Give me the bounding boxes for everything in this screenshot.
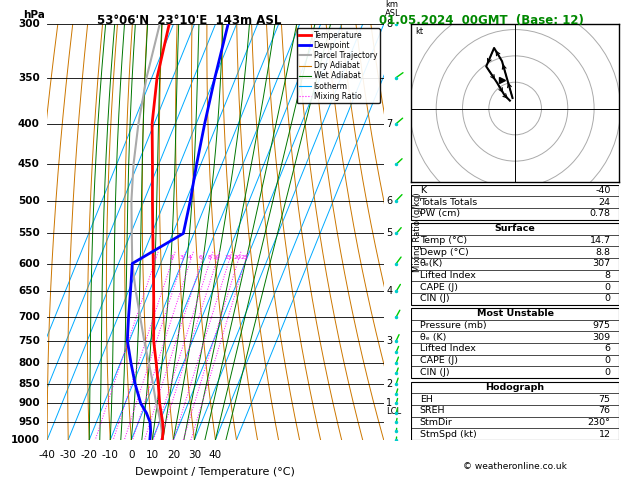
- Text: 800: 800: [18, 358, 40, 368]
- Text: -10: -10: [102, 450, 119, 460]
- Text: θₑ (K): θₑ (K): [420, 333, 446, 342]
- Text: Totals Totals: Totals Totals: [420, 198, 477, 207]
- Text: Lifted Index: Lifted Index: [420, 271, 476, 280]
- Text: 0: 0: [604, 283, 611, 292]
- Text: 8: 8: [207, 255, 211, 260]
- Text: 1: 1: [152, 255, 156, 260]
- Text: Surface: Surface: [495, 225, 535, 233]
- Text: 30: 30: [188, 450, 201, 460]
- Text: CAPE (J): CAPE (J): [420, 283, 458, 292]
- Text: 6: 6: [199, 255, 203, 260]
- Text: CIN (J): CIN (J): [420, 295, 449, 303]
- Text: 4: 4: [187, 255, 191, 260]
- Text: 40: 40: [209, 450, 222, 460]
- Text: 24: 24: [599, 198, 611, 207]
- Bar: [411, 382, 619, 440]
- Text: 0: 0: [128, 450, 135, 460]
- Text: -40: -40: [39, 450, 55, 460]
- Text: 10: 10: [146, 450, 159, 460]
- Text: 12: 12: [599, 430, 611, 438]
- Text: 850: 850: [18, 379, 40, 389]
- Bar: [411, 185, 619, 220]
- Text: 0.78: 0.78: [589, 209, 611, 218]
- Text: 8: 8: [386, 19, 392, 29]
- Text: 10: 10: [212, 255, 220, 260]
- Bar: [411, 308, 619, 378]
- Text: 550: 550: [18, 228, 40, 239]
- Text: -30: -30: [60, 450, 77, 460]
- Text: 1000: 1000: [11, 435, 40, 445]
- Text: 230°: 230°: [587, 418, 611, 427]
- Text: EH: EH: [420, 395, 433, 403]
- Text: 3: 3: [180, 255, 184, 260]
- Text: LCL: LCL: [386, 407, 401, 416]
- Text: 53°06'N  23°10'E  143m ASL: 53°06'N 23°10'E 143m ASL: [96, 14, 281, 27]
- Text: Mixing Ratio (g/kg): Mixing Ratio (g/kg): [413, 192, 422, 272]
- Text: -40: -40: [595, 186, 611, 195]
- Text: km
ASL: km ASL: [386, 0, 401, 18]
- Text: 975: 975: [593, 321, 611, 330]
- Text: 6: 6: [604, 345, 611, 353]
- Bar: [411, 223, 619, 305]
- Text: PW (cm): PW (cm): [420, 209, 460, 218]
- Text: 307: 307: [593, 260, 611, 268]
- Text: 75: 75: [599, 395, 611, 403]
- Text: 950: 950: [18, 417, 40, 427]
- Text: 309: 309: [593, 333, 611, 342]
- Text: Most Unstable: Most Unstable: [477, 310, 554, 318]
- Text: 2: 2: [386, 379, 392, 389]
- Text: 5: 5: [386, 228, 392, 239]
- Text: 7: 7: [386, 119, 392, 129]
- Text: 900: 900: [18, 399, 40, 408]
- Text: 750: 750: [18, 335, 40, 346]
- Text: 4: 4: [386, 286, 392, 296]
- Text: 2: 2: [169, 255, 173, 260]
- Text: θₑ(K): θₑ(K): [420, 260, 443, 268]
- Text: 8.8: 8.8: [596, 248, 611, 257]
- Text: Lifted Index: Lifted Index: [420, 345, 476, 353]
- Text: StmSpd (kt): StmSpd (kt): [420, 430, 476, 438]
- Text: Pressure (mb): Pressure (mb): [420, 321, 486, 330]
- Text: 76: 76: [599, 406, 611, 415]
- Text: 700: 700: [18, 312, 40, 322]
- Text: Dewp (°C): Dewp (°C): [420, 248, 469, 257]
- Text: 0: 0: [604, 368, 611, 377]
- Text: Dewpoint / Temperature (°C): Dewpoint / Temperature (°C): [135, 467, 296, 477]
- Text: © weatheronline.co.uk: © weatheronline.co.uk: [463, 462, 567, 471]
- Text: 400: 400: [18, 119, 40, 129]
- Text: 0: 0: [604, 295, 611, 303]
- Text: CAPE (J): CAPE (J): [420, 356, 458, 365]
- Text: Hodograph: Hodograph: [486, 383, 545, 392]
- Text: SREH: SREH: [420, 406, 445, 415]
- Legend: Temperature, Dewpoint, Parcel Trajectory, Dry Adiabat, Wet Adiabat, Isotherm, Mi: Temperature, Dewpoint, Parcel Trajectory…: [296, 28, 380, 104]
- Text: CIN (J): CIN (J): [420, 368, 449, 377]
- Text: hPa: hPa: [24, 10, 45, 20]
- Text: -20: -20: [81, 450, 97, 460]
- Text: 20: 20: [167, 450, 180, 460]
- Text: 20: 20: [233, 255, 241, 260]
- Text: 300: 300: [18, 19, 40, 29]
- Text: 25: 25: [240, 255, 248, 260]
- Text: 14.7: 14.7: [589, 236, 611, 245]
- Text: 8: 8: [604, 271, 611, 280]
- Text: K: K: [420, 186, 426, 195]
- Text: 01.05.2024  00GMT  (Base: 12): 01.05.2024 00GMT (Base: 12): [379, 14, 584, 27]
- Text: 0: 0: [604, 356, 611, 365]
- Text: 350: 350: [18, 72, 40, 83]
- Text: 3: 3: [386, 335, 392, 346]
- Text: 450: 450: [18, 159, 40, 169]
- Text: StmDir: StmDir: [420, 418, 452, 427]
- Text: 600: 600: [18, 259, 40, 269]
- Text: 1: 1: [386, 399, 392, 408]
- Text: kt: kt: [416, 27, 424, 36]
- Text: 500: 500: [18, 195, 40, 206]
- Text: Temp (°C): Temp (°C): [420, 236, 467, 245]
- Text: 6: 6: [386, 195, 392, 206]
- Text: 15: 15: [225, 255, 232, 260]
- Text: 650: 650: [18, 286, 40, 296]
